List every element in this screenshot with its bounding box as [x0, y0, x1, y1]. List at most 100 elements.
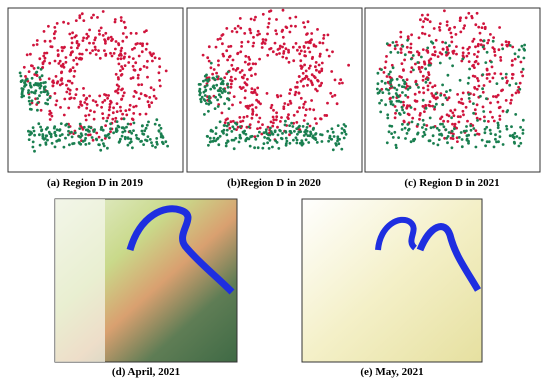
point — [317, 63, 321, 67]
point — [428, 116, 432, 120]
point — [408, 86, 412, 89]
point — [421, 118, 425, 122]
point — [406, 88, 410, 91]
point — [453, 125, 456, 128]
point — [481, 105, 485, 109]
point — [50, 141, 54, 145]
point — [134, 91, 138, 94]
point — [234, 77, 237, 81]
point — [73, 131, 77, 135]
point — [309, 41, 312, 45]
point — [56, 54, 60, 58]
point — [248, 28, 252, 32]
point — [122, 91, 126, 95]
point — [243, 96, 247, 100]
point — [80, 52, 84, 56]
point — [410, 33, 413, 37]
point — [114, 116, 118, 120]
point — [244, 89, 247, 93]
point — [511, 63, 514, 67]
point — [419, 70, 422, 74]
point — [222, 87, 225, 91]
point — [432, 96, 436, 99]
point — [510, 76, 514, 80]
point — [389, 50, 393, 54]
point — [479, 38, 483, 42]
point — [225, 27, 229, 30]
point — [275, 32, 278, 36]
point — [444, 51, 448, 54]
point — [84, 133, 88, 136]
point — [432, 125, 435, 129]
point — [30, 99, 34, 103]
point — [72, 142, 76, 145]
point — [426, 18, 429, 21]
point — [294, 90, 298, 94]
point — [402, 119, 406, 123]
point — [207, 99, 211, 103]
point — [457, 100, 461, 104]
point — [332, 135, 336, 138]
point — [484, 144, 487, 148]
point — [423, 110, 426, 113]
point — [206, 56, 210, 60]
point — [399, 48, 403, 51]
point — [475, 87, 479, 91]
point — [131, 76, 135, 80]
point — [424, 80, 428, 84]
point — [284, 142, 288, 145]
point — [239, 26, 243, 30]
point — [437, 138, 441, 142]
point — [406, 84, 409, 88]
point — [330, 70, 334, 73]
point — [122, 20, 126, 24]
point — [237, 140, 241, 144]
point — [312, 126, 315, 130]
point — [485, 67, 489, 71]
point — [251, 44, 255, 48]
point — [120, 88, 123, 92]
point — [46, 93, 49, 96]
point — [67, 106, 71, 110]
point — [326, 129, 330, 133]
point — [53, 59, 57, 63]
point — [262, 142, 266, 146]
point — [109, 35, 113, 39]
point — [421, 31, 424, 35]
point — [475, 116, 479, 120]
point — [32, 129, 36, 133]
point — [468, 100, 472, 103]
point — [486, 41, 489, 45]
point — [318, 71, 321, 74]
point — [491, 115, 494, 119]
point — [109, 101, 113, 104]
point — [87, 142, 91, 145]
point — [133, 46, 136, 50]
point — [120, 73, 124, 76]
point — [207, 102, 211, 106]
point — [388, 75, 392, 79]
point — [344, 124, 347, 128]
point — [497, 140, 500, 144]
point — [519, 141, 523, 145]
point — [301, 71, 305, 75]
point — [284, 130, 288, 134]
point — [64, 60, 68, 64]
point — [460, 59, 464, 63]
point — [281, 132, 284, 135]
point — [158, 57, 161, 60]
point — [96, 16, 99, 19]
point — [44, 127, 48, 131]
point — [227, 107, 231, 110]
point — [304, 132, 308, 136]
point — [406, 123, 410, 126]
point — [246, 40, 250, 44]
point — [265, 92, 269, 95]
point — [414, 99, 418, 103]
point — [218, 120, 222, 124]
point — [132, 105, 136, 109]
point — [494, 133, 497, 137]
point — [477, 25, 481, 29]
point — [445, 113, 449, 117]
point — [438, 51, 442, 55]
